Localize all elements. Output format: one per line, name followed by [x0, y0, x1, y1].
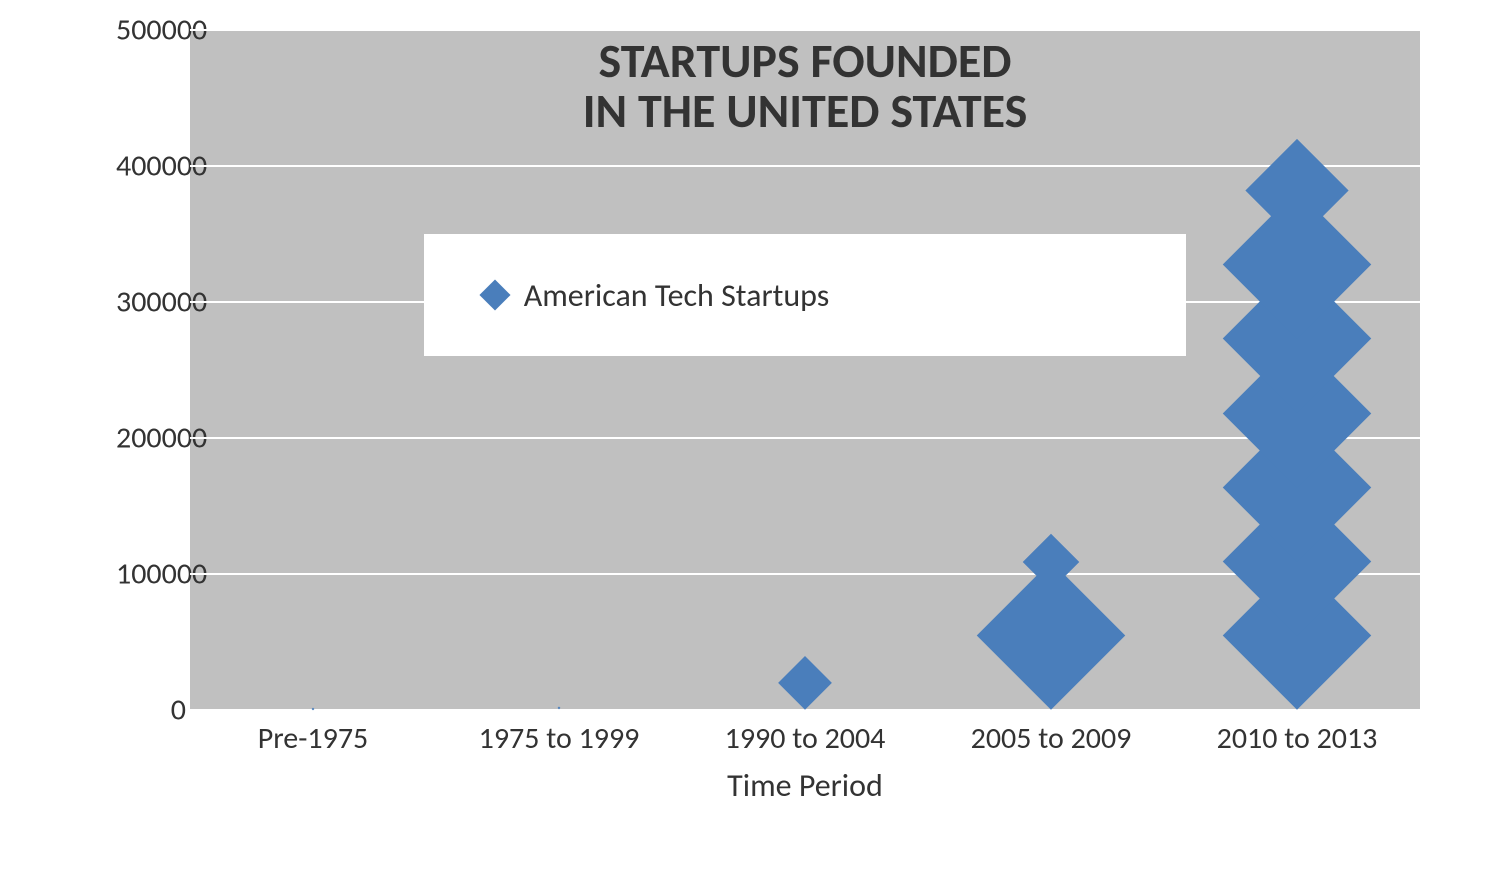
gridline [190, 165, 1420, 167]
chart-title: STARTUPS FOUNDED IN THE UNITED STATES [190, 30, 1420, 143]
chart-container: STARTUPS FOUNDED IN THE UNITED STATES Am… [90, 10, 1430, 820]
x-tick-label: 2005 to 2009 [971, 720, 1132, 757]
y-tick-label: 100000 [116, 556, 186, 593]
x-axis-title: Time Period [190, 766, 1420, 805]
chart-title-line2: IN THE UNITED STATES [583, 81, 1028, 140]
gridline [190, 437, 1420, 439]
legend-label: American Tech Startups [524, 276, 830, 315]
y-tick-label: 500000 [116, 12, 186, 49]
legend-swatch-icon [479, 280, 510, 311]
plot-area: STARTUPS FOUNDED IN THE UNITED STATES Am… [190, 30, 1420, 710]
y-tick-label: 200000 [116, 420, 186, 457]
y-tick-label: 400000 [116, 148, 186, 185]
diamond-icon [778, 656, 832, 710]
y-tick-label: 0 [116, 692, 186, 729]
x-tick-label: 1990 to 2004 [725, 720, 886, 757]
x-tick-label: 2010 to 2013 [1217, 720, 1378, 757]
y-tick-label: 300000 [116, 284, 186, 321]
legend: American Tech Startups [424, 234, 1187, 356]
x-tick-label: 1975 to 1999 [479, 720, 640, 757]
x-tick-label: Pre-1975 [258, 720, 369, 757]
